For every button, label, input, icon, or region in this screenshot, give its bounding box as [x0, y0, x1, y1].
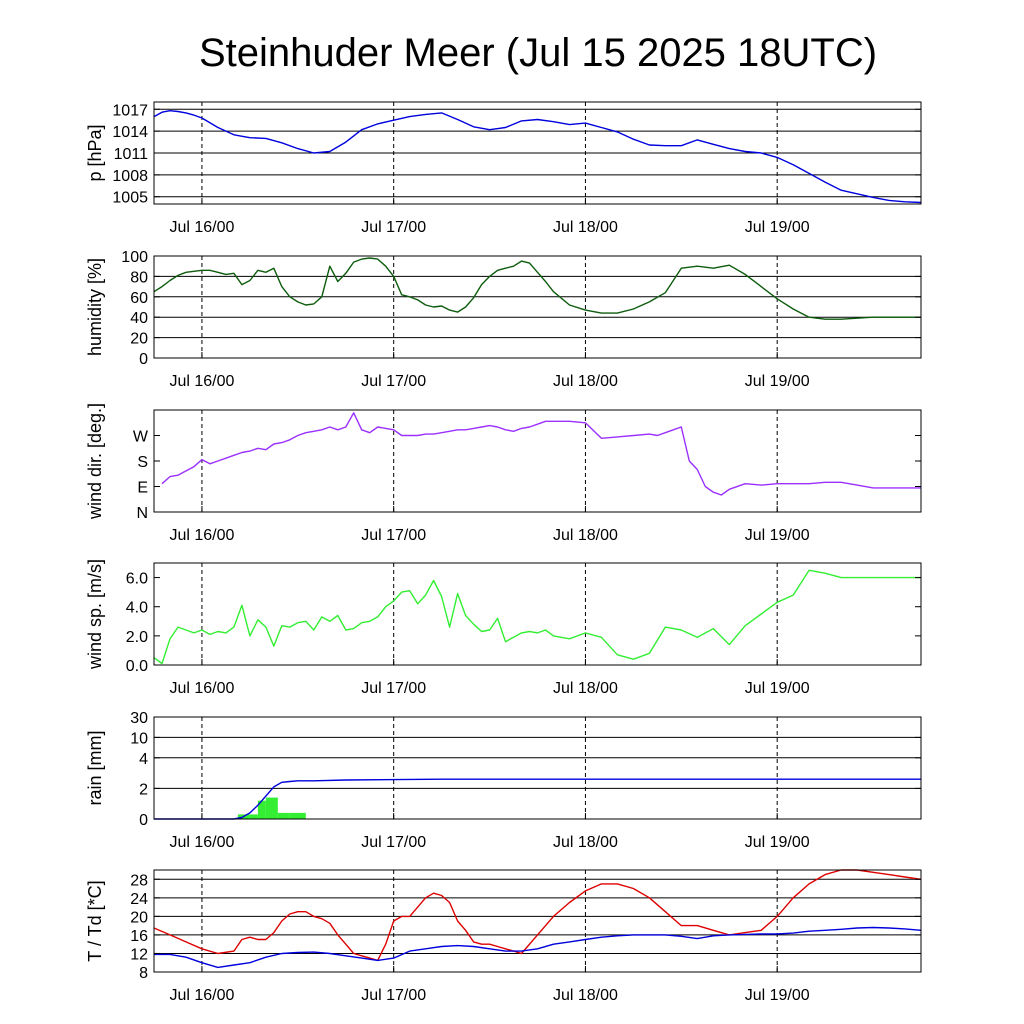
x-tick-label: Jul 19/00	[745, 219, 810, 236]
x-tick-label: Jul 19/00	[745, 373, 810, 390]
y-tick-label: 1017	[112, 102, 148, 119]
y-tick-label: E	[137, 480, 148, 497]
y-tick-label: 10	[130, 730, 148, 747]
x-tick-label: Jul 18/00	[553, 219, 618, 236]
plot-frame	[153, 869, 922, 973]
panel-5: 0 2 4 10 30 Jul 16/00 Jul 17/00 Jul 18/00 Jul 19…	[85, 710, 922, 851]
x-tick-label: Jul 18/00	[553, 834, 618, 851]
plot-frame	[153, 562, 922, 666]
x-tick-label: Jul 19/00	[745, 987, 810, 1004]
x-tick-label: Jul 16/00	[169, 527, 234, 544]
y-tick-label: 2	[139, 781, 148, 798]
plot-frame	[153, 255, 922, 359]
y-tick-label: 1005	[112, 190, 148, 207]
x-tick-label: Jul 19/00	[745, 527, 810, 544]
y-tick-label: 12	[130, 946, 148, 963]
x-tick-label: Jul 17/00	[361, 373, 426, 390]
plot-frame	[153, 409, 922, 513]
x-tick-label: Jul 16/00	[169, 834, 234, 851]
y-axis-label: rain [mm]	[85, 730, 105, 805]
y-tick-label: 2.0	[126, 629, 148, 646]
x-tick-label: Jul 18/00	[553, 373, 618, 390]
y-tick-label: 4.0	[126, 600, 148, 617]
x-tick-label: Jul 18/00	[553, 987, 618, 1004]
x-tick-label: Jul 16/00	[169, 219, 234, 236]
y-tick-label: 60	[130, 290, 148, 307]
plot-frame	[153, 716, 922, 820]
panel-1: 1005 1008 1011 1014 1017 Jul 16/00 Jul 17/00 Ju…	[85, 101, 922, 236]
y-tick-label: 1014	[112, 124, 148, 141]
y-tick-label: 24	[130, 891, 148, 908]
series-line-1	[153, 110, 922, 204]
x-tick-label: Jul 17/00	[361, 527, 426, 544]
series-line-1	[161, 412, 921, 496]
x-tick-label: Jul 17/00	[361, 680, 426, 697]
y-tick-label: 8	[139, 965, 148, 982]
series-line-1	[153, 569, 921, 665]
y-tick-label: N	[136, 505, 148, 522]
y-tick-label: 20	[130, 909, 148, 926]
y-tick-label: 6.0	[126, 571, 148, 588]
x-tick-label: Jul 17/00	[361, 834, 426, 851]
series-line-2	[154, 926, 922, 969]
chart-title: Steinhuder Meer (Jul 15 2025 18UTC)	[199, 31, 877, 75]
y-tick-label: 0	[139, 812, 148, 829]
rain-bar	[257, 800, 266, 819]
x-tick-label: Jul 16/00	[169, 987, 234, 1004]
y-tick-label: 20	[130, 331, 148, 348]
y-axis-label: T / Td [*C]	[85, 880, 105, 961]
panel-2: 0 20 40 60 80 100 Jul 16/00 Jul 17/00 Jul 18/00 J…	[85, 249, 922, 390]
y-tick-label: 30	[130, 710, 148, 727]
y-tick-label: 80	[130, 269, 148, 286]
series-line-1	[154, 778, 921, 820]
x-tick-label: Jul 19/00	[745, 680, 810, 697]
x-tick-label: Jul 17/00	[361, 219, 426, 236]
y-tick-label: 1008	[112, 168, 148, 185]
rain-bar	[249, 814, 258, 819]
series-line-1	[153, 869, 922, 962]
rain-bar	[277, 812, 290, 819]
y-tick-label: 4	[139, 751, 148, 768]
y-tick-label: 100	[121, 249, 148, 266]
y-axis-label: wind sp. [m/s]	[85, 559, 105, 670]
y-tick-label: W	[133, 429, 149, 446]
y-axis-label: humidity [%]	[85, 258, 105, 356]
x-tick-label: Jul 16/00	[169, 373, 234, 390]
y-tick-label: 1011	[114, 146, 149, 163]
rain-bar	[289, 812, 306, 819]
panel-4: 0.0 2.0 4.0 6.0 Jul 16/00 Jul 17/00 Jul 18/00 J…	[85, 559, 922, 697]
y-axis-label: p [hPa]	[85, 124, 105, 181]
x-tick-label: Jul 18/00	[553, 527, 618, 544]
x-tick-label: Jul 17/00	[361, 987, 426, 1004]
y-tick-label: 0	[139, 351, 148, 368]
rain-bar	[265, 797, 278, 819]
y-tick-label: S	[137, 454, 148, 471]
y-tick-label: 16	[130, 928, 148, 945]
x-tick-label: Jul 18/00	[553, 680, 618, 697]
y-axis-label: wind dir. [deg.]	[85, 403, 105, 520]
y-tick-label: 0.0	[126, 658, 148, 675]
y-tick-label: 28	[130, 872, 148, 889]
y-tick-label: 40	[130, 310, 148, 327]
series-line-1	[153, 257, 921, 320]
x-tick-label: Jul 19/00	[745, 834, 810, 851]
x-tick-label: Jul 16/00	[169, 680, 234, 697]
